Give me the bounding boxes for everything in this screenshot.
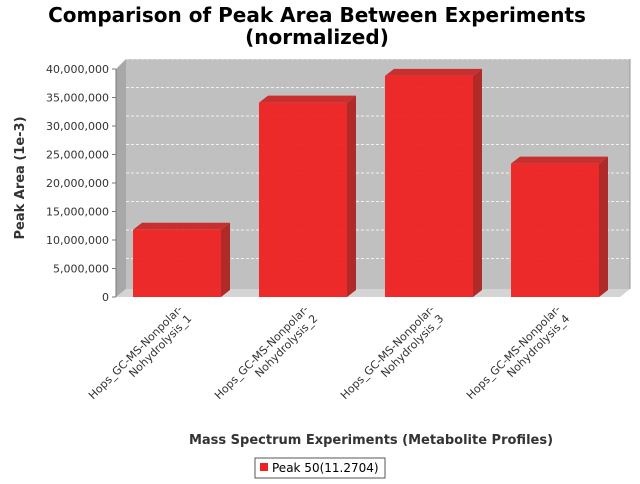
y-tick-label: 30,000,000 — [46, 120, 109, 133]
bar-2 — [259, 95, 356, 297]
y-tick-label: 20,000,000 — [46, 177, 109, 190]
bar-1 — [133, 222, 230, 297]
chart-title-line-1: Comparison of Peak Area Between Experime… — [48, 3, 586, 27]
y-tick-label: 35,000,000 — [46, 92, 109, 105]
x-category-line: Hops_GC-MS-Nonpolar- — [212, 303, 311, 402]
chart-title-line-2: (normalized) — [245, 25, 389, 49]
legend-box — [254, 457, 386, 479]
bar-front — [259, 102, 347, 297]
x-category-line: Hops_GC-MS-Nonpolar- — [86, 303, 185, 402]
x-axis-title: Mass Spectrum Experiments (Metabolite Pr… — [189, 433, 553, 448]
x-category-line: Hops_GC-MS-Nonpolar- — [338, 303, 437, 402]
y-tick-label: 25,000,000 — [46, 149, 109, 162]
y-axis-title: Peak Area (1e-3) — [13, 116, 28, 239]
legend-label: Peak 50(11.2704) — [272, 461, 379, 475]
bars — [133, 68, 608, 297]
chart-title: Comparison of Peak Area Between Experime… — [48, 3, 586, 49]
plot-floor — [116, 289, 630, 297]
bar-side — [599, 156, 608, 297]
y-axis: 0 5,000,000 10,000,000 15,000,000 20,000,000… — [46, 63, 117, 304]
bar-side — [473, 68, 482, 297]
x-category-label: Hops_GC-MS-Nonpolar-Nohydrolysis_2 — [212, 303, 320, 411]
y-tick-label: 10,000,000 — [46, 234, 109, 247]
y-tick-label: 0 — [102, 291, 109, 304]
plot-back-wall — [126, 59, 630, 289]
plot-left-wall — [116, 59, 126, 297]
bar-3 — [385, 68, 482, 297]
bar-top — [259, 95, 356, 103]
y-tick-label: 15,000,000 — [46, 206, 109, 219]
bar-front — [133, 229, 221, 297]
bar-front — [385, 75, 473, 297]
x-axis-categories: Hops_GC-MS-Nonpolar-Nohydrolysis_1 Hops_G… — [86, 303, 572, 411]
bar-4 — [511, 156, 608, 297]
legend: Peak 50(11.2704) — [254, 457, 386, 479]
bar-side — [221, 222, 230, 297]
legend-swatch — [260, 463, 268, 471]
x-category-label: Hops_GC-MS-Nonpolar-Nohydrolysis_4 — [464, 303, 572, 411]
x-category-line: Hops_GC-MS-Nonpolar- — [464, 303, 563, 402]
bar-top — [511, 156, 608, 164]
bar-front — [511, 163, 599, 297]
x-category-label: Hops_GC-MS-Nonpolar-Nohydrolysis_1 — [86, 303, 194, 411]
bar-top — [133, 222, 230, 230]
x-category-label: Hops_GC-MS-Nonpolar-Nohydrolysis_3 — [338, 303, 446, 411]
y-tick-label: 5,000,000 — [53, 263, 109, 276]
bar-top — [385, 68, 482, 76]
y-tick-label: 40,000,000 — [46, 63, 109, 76]
bar-side — [347, 95, 356, 297]
